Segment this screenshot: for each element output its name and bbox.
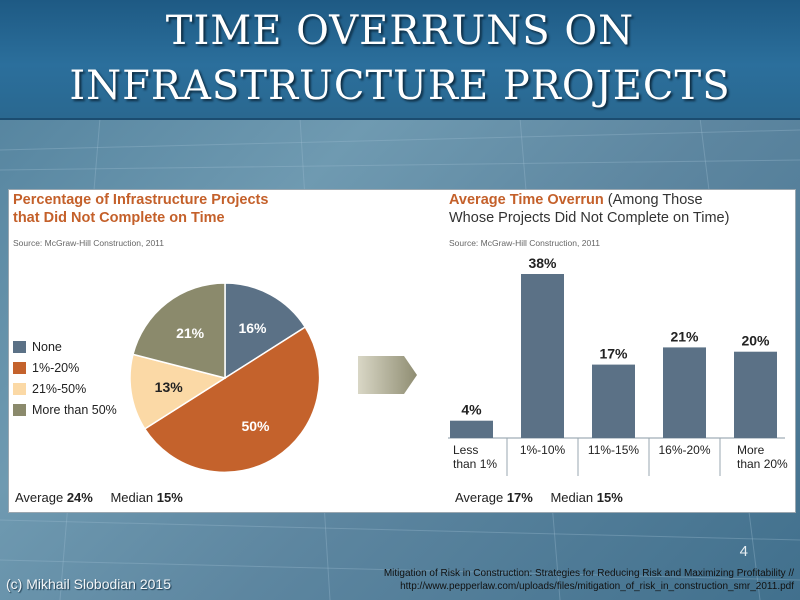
pie-slice-label: 16% [238,320,267,336]
bar-value-label: 4% [461,402,482,418]
bar-value-label: 21% [670,328,699,344]
pie-legend: None 1%-20% 21%-50% More than 50% [13,336,117,420]
slide-title-line2: INFRASTRUCTURE PROJECTS [69,63,731,109]
legend-label: None [32,339,62,354]
page-number: 4 [739,543,748,560]
bar-category-label: than 1% [453,457,497,471]
bar-stats: Average 17% Median 15% [455,490,623,505]
pie-slice [224,282,307,380]
bar-value-label: 20% [741,333,770,349]
bar [734,351,777,438]
pie-median-value: 15% [156,490,183,505]
bar-category-label: than 20% [737,457,788,471]
citation-line2: http://www.pepperlaw.com/uploads/files/m… [400,581,794,592]
bar-value-label: 38% [528,255,557,271]
bar-value-label: 17% [599,346,628,362]
bar [521,274,564,438]
bar-category-label: 1%-10% [520,443,566,457]
pie-slice-label: 13% [155,379,184,395]
pie-slice [129,353,227,430]
bar-chart-title: Average Time Overrun (Among Those Whose … [449,191,729,227]
bar-median-value: 15% [596,490,623,505]
legend-label: 1%-20% [32,360,80,375]
pie-slice-label: 21% [176,325,205,341]
bar-average-label: Average [455,490,504,505]
pie-median-label: Median [110,490,154,505]
pie-title-line2: that Did Not Complete on Time [13,210,225,226]
bar [592,364,635,438]
legend-item: None [13,336,117,357]
bar [450,420,493,438]
title-band: TIME OVERRUNS ON INFRASTRUCTURE PROJECTS [0,0,800,120]
pie-average-label: Average [15,490,64,505]
legend-label: More than 50% [32,402,117,417]
bar-category-label: More [737,443,765,457]
citation: Mitigation of Risk in Construction: Stra… [324,567,794,593]
legend-item: 21%-50% [13,378,117,399]
legend-swatch [13,403,26,416]
copyright-text: (c) Mikhail Slobodian 2015 [6,576,171,592]
bar-title-bold: Average Time Overrun [449,192,604,208]
legend-item: More than 50% [13,399,117,420]
pie-slice-label: 50% [241,418,270,434]
bar-title-rest: (Among Those [603,192,703,208]
bar-category-label: 11%-15% [588,443,639,457]
bar-median-label: Median [550,490,594,505]
legend-item: 1%-20% [13,357,117,378]
right-arrow-icon [358,356,417,394]
pie-stats: Average 24% Median 15% [15,490,183,505]
legend-swatch [13,382,26,395]
pie-chart-title: Percentage of Infrastructure Projects th… [13,191,268,227]
bar-category-label: 16%-20% [658,443,710,457]
bar-source: Source: McGraw-Hill Construction, 2011 [449,238,601,248]
slide-title-line1: TIME OVERRUNS ON [165,8,635,54]
legend-label: 21%-50% [32,381,87,396]
bar-title-line2: Whose Projects Did Not Complete on Time) [449,210,730,226]
pie-chart: 16% 50% 13% 21% [129,282,321,474]
legend-swatch [13,361,26,374]
pie-slice [132,282,226,379]
pie-average-value: 24% [66,490,93,505]
slide-title: TIME OVERRUNS ON INFRASTRUCTURE PROJECTS [0,4,800,114]
pie-source: Source: McGraw-Hill Construction, 2011 [13,238,165,248]
pie-title-line1: Percentage of Infrastructure Projects [13,192,269,208]
pie-slice [143,326,321,474]
bar [663,347,706,438]
citation-line1: Mitigation of Risk in Construction: Stra… [383,568,794,579]
bar-average-value: 17% [506,490,533,505]
legend-swatch [13,340,26,353]
bar-category-label: Less [453,443,478,457]
